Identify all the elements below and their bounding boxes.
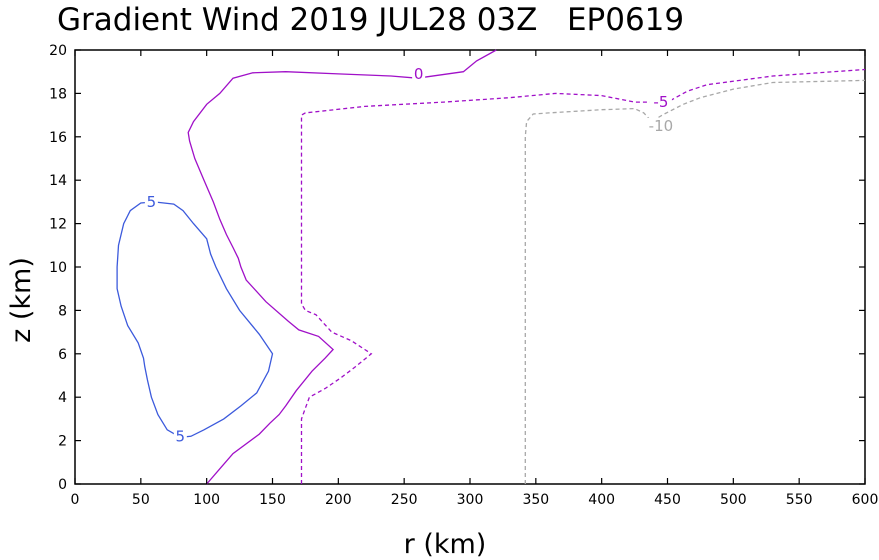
x-tick-label: 600 [852, 492, 879, 508]
y-tick-label: 10 [49, 260, 67, 276]
contour-labels: 5 5 0 -5 -10 [144, 65, 677, 445]
plot-frame [74, 49, 866, 485]
contour-label-bg [645, 117, 677, 133]
y-tick-label: 16 [49, 130, 67, 146]
x-tick-label: 150 [259, 492, 286, 508]
y-tick-label: 14 [49, 173, 67, 189]
contour-line [187, 49, 497, 485]
x-tick-label: 250 [391, 492, 418, 508]
y-axis: 0 2 4 6 8 10 12 14 16 18 20 [49, 43, 865, 493]
y-axis-label: z (km) [6, 257, 37, 343]
plot-area: 5 5 0 -5 -10 [74, 49, 866, 485]
y-tick-label: 0 [58, 477, 67, 493]
x-tick-label: 500 [720, 492, 747, 508]
x-axis-label: r (km) [404, 529, 487, 560]
x-tick-label: 350 [522, 492, 549, 508]
y-tick-label: 18 [49, 86, 67, 102]
x-tick-label: 50 [132, 492, 150, 508]
contour-label: 5 [147, 193, 157, 211]
contour-line [300, 68, 866, 484]
contour-label-bg [173, 428, 187, 444]
x-tick-label: 200 [325, 492, 352, 508]
x-tick-label: 300 [457, 492, 484, 508]
x-tick-label: 0 [71, 492, 80, 508]
contour-label: -5 [653, 93, 668, 111]
y-tick-label: 4 [58, 390, 67, 406]
contour-label-bg [144, 193, 158, 209]
x-tick-label: 100 [193, 492, 220, 508]
x-tick-label: 550 [786, 492, 813, 508]
contour-label: 5 [176, 427, 186, 445]
y-tick-label: 8 [58, 303, 67, 319]
chart-title: Gradient Wind 2019 JUL28 03Z EP0619 [57, 2, 684, 38]
contour-label-bg [649, 94, 672, 110]
x-tick-label: 400 [588, 492, 615, 508]
x-tick-label: 450 [654, 492, 681, 508]
x-axis: 0 50 100 150 200 250 300 350 400 450 500 550 600 [71, 50, 879, 508]
contour-lines [116, 49, 866, 485]
y-tick-label: 12 [49, 217, 67, 233]
y-tick-label: 6 [58, 347, 67, 363]
contour-line [116, 201, 274, 438]
contour-label: -10 [649, 117, 674, 135]
contour-line [524, 79, 866, 484]
y-tick-label: 2 [58, 434, 67, 450]
y-tick-label: 20 [49, 43, 67, 59]
contour-label: 0 [414, 65, 424, 83]
contour-label-bg [412, 65, 426, 81]
